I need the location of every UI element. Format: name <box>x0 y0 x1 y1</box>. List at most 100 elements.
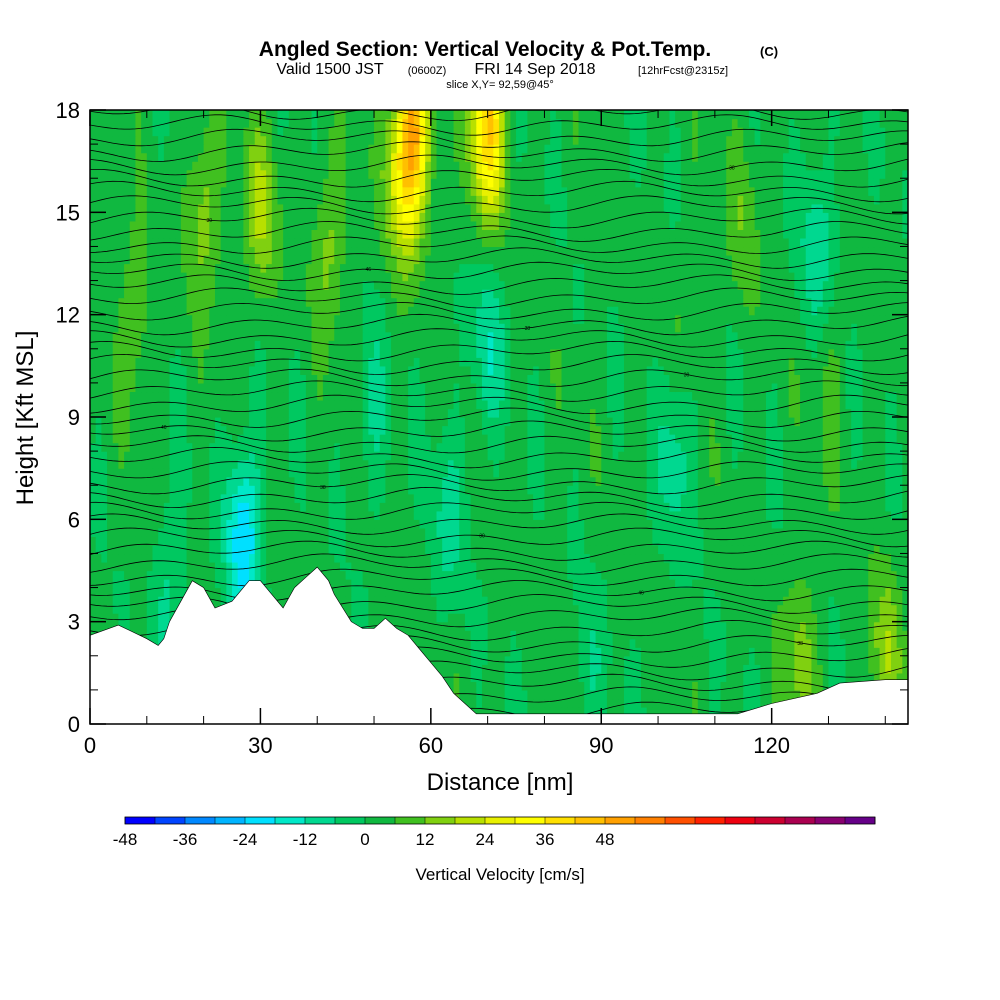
velocity-cell <box>544 596 551 606</box>
velocity-cell <box>675 502 682 512</box>
velocity-cell <box>476 510 483 520</box>
velocity-cell <box>811 442 818 452</box>
velocity-cell <box>538 510 546 520</box>
velocity-cell <box>362 596 369 606</box>
velocity-cell <box>436 604 443 614</box>
velocity-cell <box>146 485 154 495</box>
velocity-cell <box>618 570 625 580</box>
velocity-cell <box>726 664 733 674</box>
velocity-cell <box>748 587 756 597</box>
velocity-cell <box>129 536 137 546</box>
velocity-cell <box>873 442 881 452</box>
velocity-cell <box>737 630 744 640</box>
velocity-cell <box>743 587 750 597</box>
velocity-cell <box>101 476 108 486</box>
velocity-cell <box>760 647 767 657</box>
velocity-cell <box>362 604 369 614</box>
velocity-cell <box>771 459 778 469</box>
velocity-cell <box>385 553 392 563</box>
velocity-cell <box>124 604 131 614</box>
velocity-cell <box>890 630 898 640</box>
velocity-cell <box>822 561 830 572</box>
velocity-cell <box>464 510 472 520</box>
velocity-cell <box>504 502 511 512</box>
velocity-cell <box>811 510 818 520</box>
velocity-cell <box>737 596 744 606</box>
velocity-cell <box>618 630 625 640</box>
velocity-cell <box>533 510 540 520</box>
velocity-cell <box>95 459 102 469</box>
velocity-cell <box>152 434 159 444</box>
velocity-cell <box>822 451 830 461</box>
velocity-cell <box>663 604 671 614</box>
velocity-cell <box>220 493 227 503</box>
velocity-cell <box>669 672 676 682</box>
velocity-cell <box>283 476 290 486</box>
velocity-cell <box>322 561 330 572</box>
velocity-cell <box>322 442 330 452</box>
velocity-cell <box>385 536 392 546</box>
velocity-cell <box>220 561 227 572</box>
velocity-cell <box>754 621 761 631</box>
velocity-cell <box>726 570 733 580</box>
velocity-cell <box>754 587 761 597</box>
velocity-cell <box>226 561 233 572</box>
velocity-cell <box>481 587 489 597</box>
velocity-cell <box>481 655 489 665</box>
velocity-cell <box>862 604 869 614</box>
velocity-cell <box>595 604 602 614</box>
velocity-cell <box>362 459 369 469</box>
velocity-cell <box>612 544 619 555</box>
velocity-cell <box>567 442 574 452</box>
velocity-cell <box>544 510 551 520</box>
velocity-cell <box>487 638 494 648</box>
velocity-cell <box>783 570 790 580</box>
velocity-cell <box>516 451 523 461</box>
velocity-cell <box>567 681 574 691</box>
velocity-cell <box>516 442 523 452</box>
velocity-cell <box>714 519 722 529</box>
velocity-cell <box>800 502 807 512</box>
velocity-cell <box>209 544 216 555</box>
velocity-cell <box>101 519 108 529</box>
velocity-cell <box>510 613 517 623</box>
velocity-cell <box>533 630 540 640</box>
velocity-cell <box>845 638 852 648</box>
velocity-cell <box>726 613 733 623</box>
velocity-cell <box>112 502 119 512</box>
velocity-cell <box>902 476 908 486</box>
velocity-cell <box>504 579 511 589</box>
velocity-cell <box>737 476 744 486</box>
velocity-cell <box>783 681 790 691</box>
velocity-cell <box>612 451 619 461</box>
velocity-cell <box>487 544 494 555</box>
velocity-cell <box>442 561 449 572</box>
velocity-cell <box>311 544 318 555</box>
velocity-cell <box>180 468 188 478</box>
velocity-cell <box>834 596 841 606</box>
velocity-cell <box>680 613 688 623</box>
velocity-cell <box>152 604 159 614</box>
velocity-cell <box>845 604 852 614</box>
velocity-cell <box>504 442 511 452</box>
velocity-cell <box>476 621 483 631</box>
velocity-cell <box>430 434 438 444</box>
velocity-cell <box>646 468 653 478</box>
velocity-cell <box>311 459 318 469</box>
velocity-cell <box>408 493 415 503</box>
velocity-cell <box>709 655 716 665</box>
velocity-cell <box>430 476 438 486</box>
velocity-cell <box>419 442 426 452</box>
velocity-cell <box>703 681 710 691</box>
velocity-cell <box>851 570 858 580</box>
velocity-cell <box>453 681 460 691</box>
velocity-cell <box>232 527 239 537</box>
velocity-cell <box>334 485 341 495</box>
velocity-cell <box>510 706 517 717</box>
velocity-cell <box>731 596 739 606</box>
chart-title: Angled Section: Vertical Velocity & Pot.… <box>259 38 711 61</box>
velocity-cell <box>783 510 790 520</box>
velocity-cell <box>612 638 619 648</box>
velocity-cell <box>379 468 386 478</box>
velocity-cell <box>533 672 540 682</box>
